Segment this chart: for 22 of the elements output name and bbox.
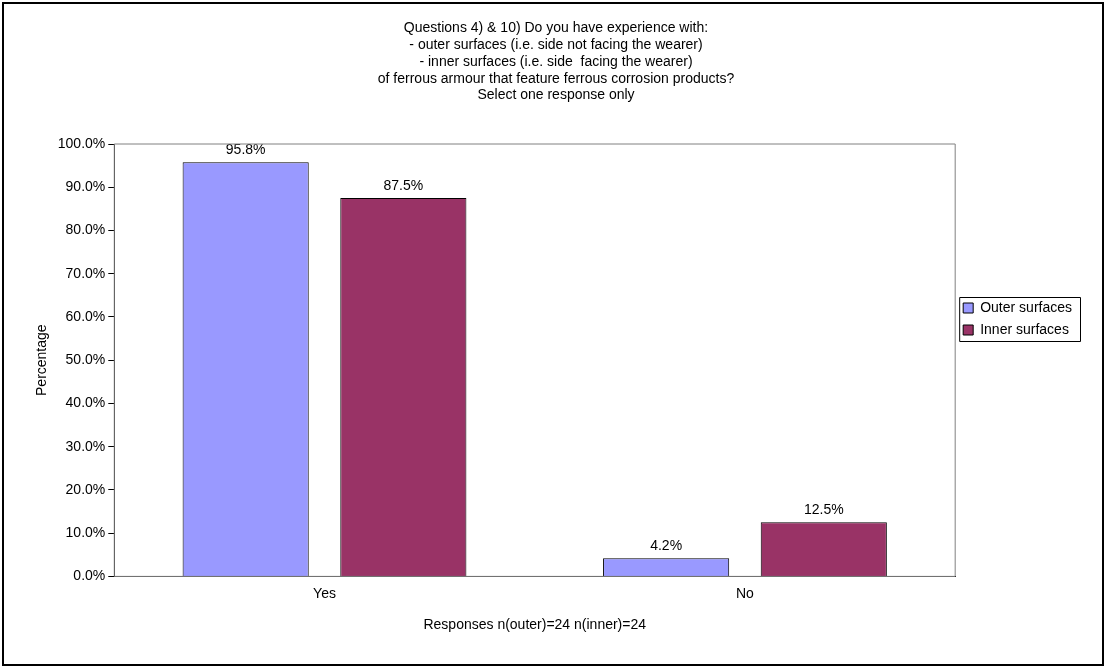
y-tick-label: 10.0% xyxy=(65,524,106,541)
y-tick-label: 20.0% xyxy=(65,480,106,497)
data-label: 87.5% xyxy=(383,176,424,193)
y-tick-label: 60.0% xyxy=(65,307,106,324)
y-tick-label: 0.0% xyxy=(73,567,106,584)
legend-label: Inner surfaces xyxy=(980,320,1069,337)
y-tick-label: 80.0% xyxy=(65,221,106,238)
x-axis-title: Responses n(outer)=24 n(inner)=24 xyxy=(423,616,647,633)
legend-label: Outer surfaces xyxy=(980,298,1073,315)
y-tick-label: 50.0% xyxy=(65,351,106,368)
chart-title: Questions 4) & 10) Do you have experience with: - outer surfaces (i.e. side not facing the wearer) - inner surfaces (i.e. side facing the wearer) of ferrous armour that feature ferrous corrosion products? Select one response only xyxy=(377,19,735,103)
x-tick-label: Yes xyxy=(313,584,336,601)
data-label: 4.2% xyxy=(650,537,683,554)
y-tick-label: 40.0% xyxy=(65,394,106,411)
y-tick-label: 90.0% xyxy=(65,178,106,195)
y-tick-label: 70.0% xyxy=(65,264,106,281)
data-label: 12.5% xyxy=(803,501,844,518)
y-axis-title: Percentage xyxy=(33,324,50,396)
x-tick-label: No xyxy=(736,584,755,601)
data-label: 95.8% xyxy=(225,141,266,158)
y-tick-label: 100.0% xyxy=(57,134,106,151)
y-tick-label: 30.0% xyxy=(65,437,106,454)
